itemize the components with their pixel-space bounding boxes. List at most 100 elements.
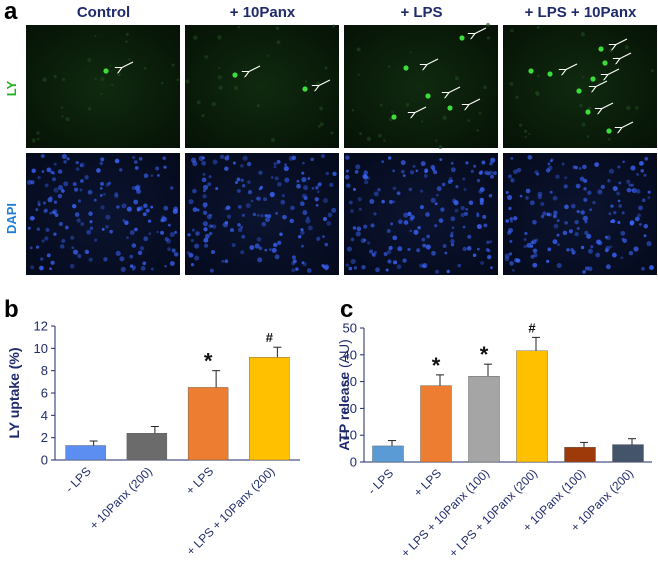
dapi-nucleus	[538, 192, 543, 197]
dapi-nucleus	[507, 231, 511, 235]
dapi-nucleus	[89, 220, 92, 223]
dapi-nucleus	[170, 186, 174, 190]
dapi-nucleus	[381, 200, 385, 204]
dapi-micrograph	[26, 153, 180, 275]
dapi-nucleus	[163, 166, 166, 169]
dapi-nucleus	[609, 245, 612, 248]
dapi-nucleus	[156, 231, 159, 234]
dapi-nucleus	[134, 228, 138, 232]
ly-faint-cell	[383, 139, 385, 141]
dapi-nucleus	[563, 231, 568, 236]
ly-faint-cell	[218, 67, 220, 69]
dapi-nucleus	[421, 161, 426, 166]
dapi-nucleus	[547, 162, 550, 165]
dapi-nucleus	[486, 248, 489, 251]
bar	[613, 445, 644, 462]
dapi-nucleus	[387, 250, 391, 254]
dapi-nucleus	[390, 223, 393, 226]
dapi-nucleus	[618, 204, 622, 208]
dapi-nucleus	[357, 227, 362, 232]
dapi-nucleus	[116, 251, 121, 256]
dapi-nucleus	[540, 202, 544, 206]
dapi-nucleus	[579, 167, 582, 170]
dapi-nucleus	[264, 249, 267, 252]
dapi-nucleus	[323, 198, 328, 203]
dapi-nucleus	[53, 233, 56, 236]
dapi-nucleus	[553, 196, 558, 201]
dapi-nucleus	[312, 187, 315, 190]
ly-positive-cell	[232, 72, 237, 77]
dapi-nucleus	[465, 161, 468, 164]
dapi-nucleus	[316, 204, 319, 207]
y-tick-label: 4	[41, 408, 48, 423]
dapi-nucleus	[592, 201, 595, 204]
dapi-nucleus	[101, 205, 105, 209]
significance-marker: *	[204, 349, 213, 374]
ly-faint-cell	[276, 27, 279, 30]
dapi-nucleus	[328, 213, 333, 218]
dapi-nucleus	[151, 174, 154, 177]
dapi-nucleus	[641, 267, 645, 271]
dapi-nucleus	[119, 256, 124, 261]
dapi-nucleus	[644, 224, 648, 228]
ly-faint-cell	[53, 75, 56, 78]
dapi-nucleus	[282, 194, 285, 197]
ly-faint-cell	[100, 93, 102, 95]
dapi-nucleus	[160, 218, 164, 222]
dapi-nucleus	[363, 175, 368, 180]
dapi-nucleus	[163, 157, 166, 160]
dapi-nucleus	[207, 214, 212, 219]
dapi-nucleus	[193, 207, 198, 212]
dapi-nucleus	[608, 212, 611, 215]
dapi-nucleus	[332, 172, 336, 176]
ly-faint-cell	[117, 73, 121, 77]
ly-faint-cell	[486, 23, 490, 27]
dapi-nucleus	[582, 165, 587, 170]
ly-micrograph	[185, 24, 339, 148]
ly-faint-cell	[185, 79, 189, 83]
dapi-nucleus	[149, 232, 152, 235]
dapi-nucleus	[41, 154, 45, 158]
y-tick-label: 0	[41, 453, 48, 468]
ly-faint-cell	[212, 102, 216, 106]
dapi-nucleus	[67, 157, 70, 160]
dapi-nucleus	[346, 170, 349, 173]
dapi-nucleus	[621, 256, 624, 259]
dapi-nucleus	[384, 252, 388, 256]
dapi-nucleus	[37, 227, 41, 231]
ly-faint-cell	[581, 32, 585, 36]
dapi-nucleus	[569, 229, 573, 233]
dapi-nucleus	[257, 257, 262, 262]
dapi-nucleus	[557, 263, 562, 268]
dapi-nucleus	[251, 200, 254, 203]
dapi-nucleus	[272, 248, 277, 253]
dapi-nucleus	[564, 176, 567, 179]
ly-faint-cell	[472, 34, 474, 36]
dapi-nucleus	[601, 185, 605, 189]
dapi-nucleus	[638, 205, 643, 210]
dapi-nucleus	[44, 209, 48, 213]
dapi-nucleus	[647, 196, 650, 199]
dapi-nucleus	[507, 195, 512, 200]
dapi-nucleus	[310, 158, 314, 162]
dapi-nucleus	[291, 261, 295, 265]
dapi-nucleus	[481, 161, 485, 165]
dapi-nucleus	[42, 239, 45, 242]
dapi-nucleus	[546, 213, 550, 217]
dapi-nucleus	[270, 192, 275, 197]
dapi-nucleus	[66, 226, 69, 229]
dapi-nucleus	[213, 160, 218, 165]
bar	[469, 376, 500, 462]
dapi-nucleus	[63, 181, 68, 186]
dapi-nucleus	[207, 182, 211, 186]
dapi-nucleus	[306, 217, 309, 220]
dapi-nucleus	[576, 184, 581, 189]
dapi-nucleus	[583, 187, 586, 190]
dapi-nucleus	[562, 162, 565, 165]
dapi-nucleus	[140, 246, 144, 250]
dapi-nucleus	[324, 243, 328, 247]
dapi-nucleus	[246, 203, 251, 208]
dapi-nucleus	[358, 197, 362, 201]
dapi-nucleus	[580, 210, 584, 214]
dapi-nucleus	[631, 189, 634, 192]
